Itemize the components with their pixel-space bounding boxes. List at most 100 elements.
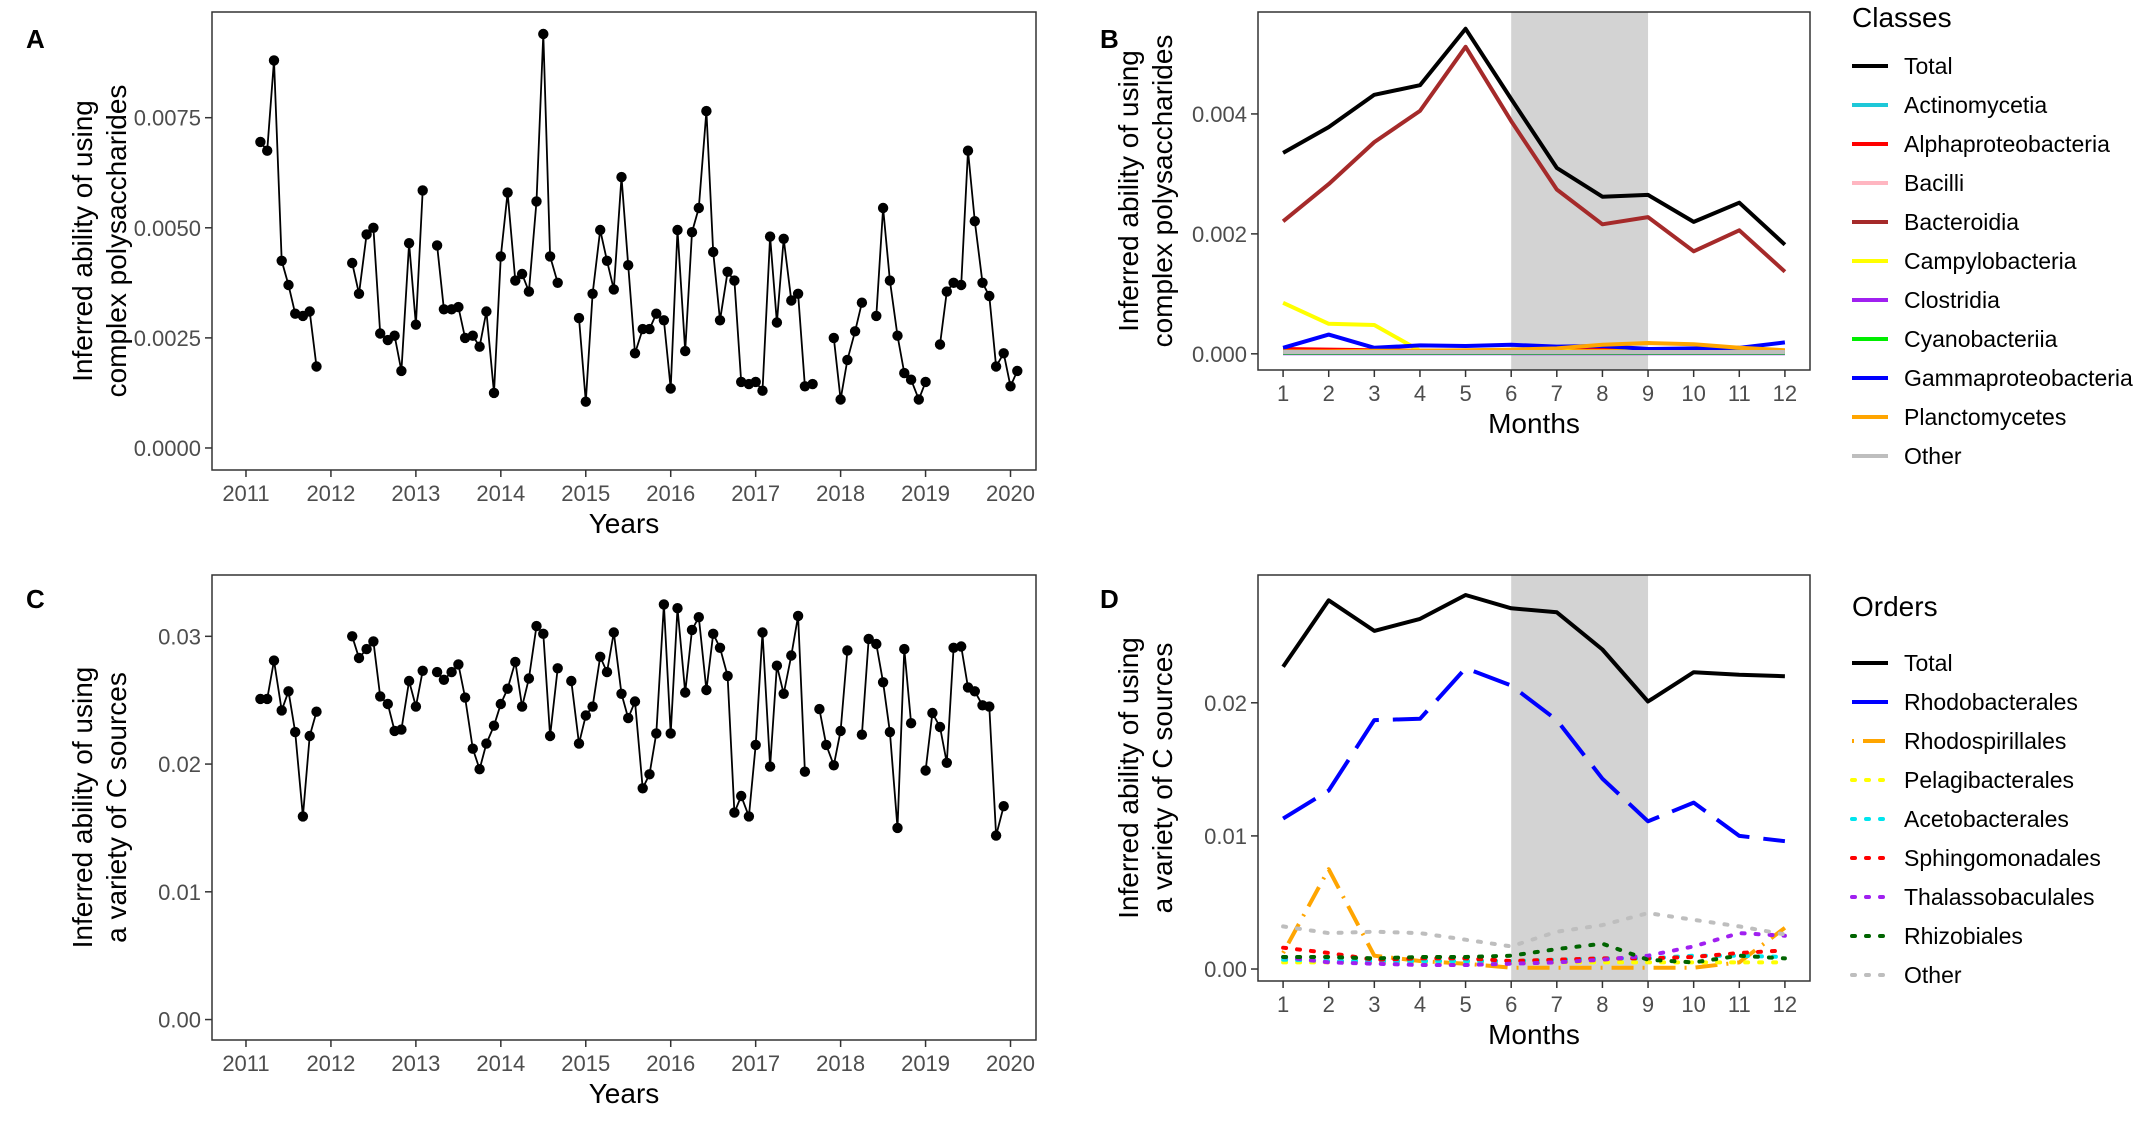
data-point [629,348,641,359]
x-tick-label: 7 [1551,381,1563,406]
data-point [510,275,521,286]
data-point [899,367,910,379]
data-point [701,684,712,696]
data-point [764,231,776,242]
data-point [502,683,513,694]
y-axis-title-line: Inferred ability of using [67,667,98,949]
data-point [297,811,309,822]
legend-label-gammaproteobacteria: Gammaproteobacteria [1904,365,2133,391]
data-point [658,599,670,610]
data-point [665,728,676,739]
data-point [453,301,464,313]
data-point [601,666,613,678]
data-point [871,310,882,322]
data-point [403,238,415,249]
x-tick-label: 4 [1414,381,1426,406]
x-tick-label: 2014 [476,481,525,506]
data-point [516,701,528,712]
y-axis-title: Inferred ability of using complex polysac… [1113,35,1178,348]
data-point [375,691,386,702]
y-axis-title: Inferred ability of using a variety of C … [1113,637,1178,919]
x-tick-label: 2 [1323,992,1335,1017]
data-point [856,297,868,308]
data-point [623,260,634,271]
data-point [580,396,591,407]
data-point [523,673,535,684]
x-tick-label: 9 [1642,992,1654,1017]
x-tick-label: 2012 [306,481,355,506]
x-tick-label: 2016 [646,481,695,506]
data-point [665,383,676,394]
data-point [459,692,471,703]
data-point [431,240,443,251]
y-tick-label: 0.02 [1204,691,1247,716]
data-point [531,620,542,632]
data-point [544,730,556,742]
data-point [587,701,598,712]
data-point [304,306,315,317]
data-point [792,610,804,622]
y-tick-label: 0.002 [1192,222,1247,247]
data-point [984,701,995,712]
data-point [438,304,450,315]
series-total [1282,26,1787,247]
series-total [255,28,1023,407]
y-tick-label: 0.0000 [134,436,201,461]
data-point [680,687,691,698]
legend-classes: Classes Total Actinomycetia Alphaproteobact… [1852,2,2133,469]
legend-label-bacteroidia: Bacteroidia [1904,209,2019,235]
data-point [595,651,606,662]
data-point [544,251,556,262]
data-point [658,315,670,326]
data-point [884,275,896,286]
legend-label-rhodospirillales: Rhodospirillales [1904,728,2066,754]
legend-label-campylobacteria: Campylobacteria [1904,248,2077,274]
data-point [913,394,924,405]
y-axis-title-line: complex polysaccharides [1147,35,1178,348]
x-tick-label: 9 [1642,381,1654,406]
panel-letter: D [1100,584,1119,614]
data-point [842,645,853,656]
data-point [849,326,861,337]
x-tick-label: 5 [1459,992,1471,1017]
data-point [856,729,868,740]
series-gammaproteobacteria-line [1282,332,1786,351]
y-axis-title-line: Inferred ability of using [1113,637,1144,919]
shaded-months-region [1511,12,1649,370]
data-point [403,675,415,687]
x-tick-label: 6 [1505,381,1517,406]
x-axis-title: Months [1488,408,1580,439]
data-point [828,332,839,344]
data-point [629,696,641,707]
data-point [453,659,464,670]
data-point [255,136,266,148]
y-axis-title-line: a variety of C sources [101,672,132,943]
data-point [934,339,946,350]
series-gammaproteobacteria [1282,332,1786,351]
x-tick-label: 11 [1728,992,1751,1017]
data-point [608,627,619,638]
legend-label-bacilli: Bacilli [1904,170,1964,196]
data-point [693,612,704,623]
data-point [276,255,287,266]
data-point [962,145,974,156]
data-point [941,286,952,297]
data-point [998,801,1009,812]
plot-frame [211,11,1037,471]
x-tick-label: 2013 [391,1051,440,1076]
data-point [368,636,379,647]
data-point [283,279,294,291]
series-total-line [832,302,863,400]
data-point [905,718,917,729]
data-point [516,268,528,280]
data-point [778,688,789,699]
data-point [608,284,619,295]
x-tick-label: 8 [1596,381,1608,406]
series-total-line [436,624,559,773]
panel-letter: A [26,24,45,54]
data-point [920,376,931,388]
legend-label-other: Other [1904,962,1962,988]
data-point [262,693,273,705]
data-point [601,255,613,266]
